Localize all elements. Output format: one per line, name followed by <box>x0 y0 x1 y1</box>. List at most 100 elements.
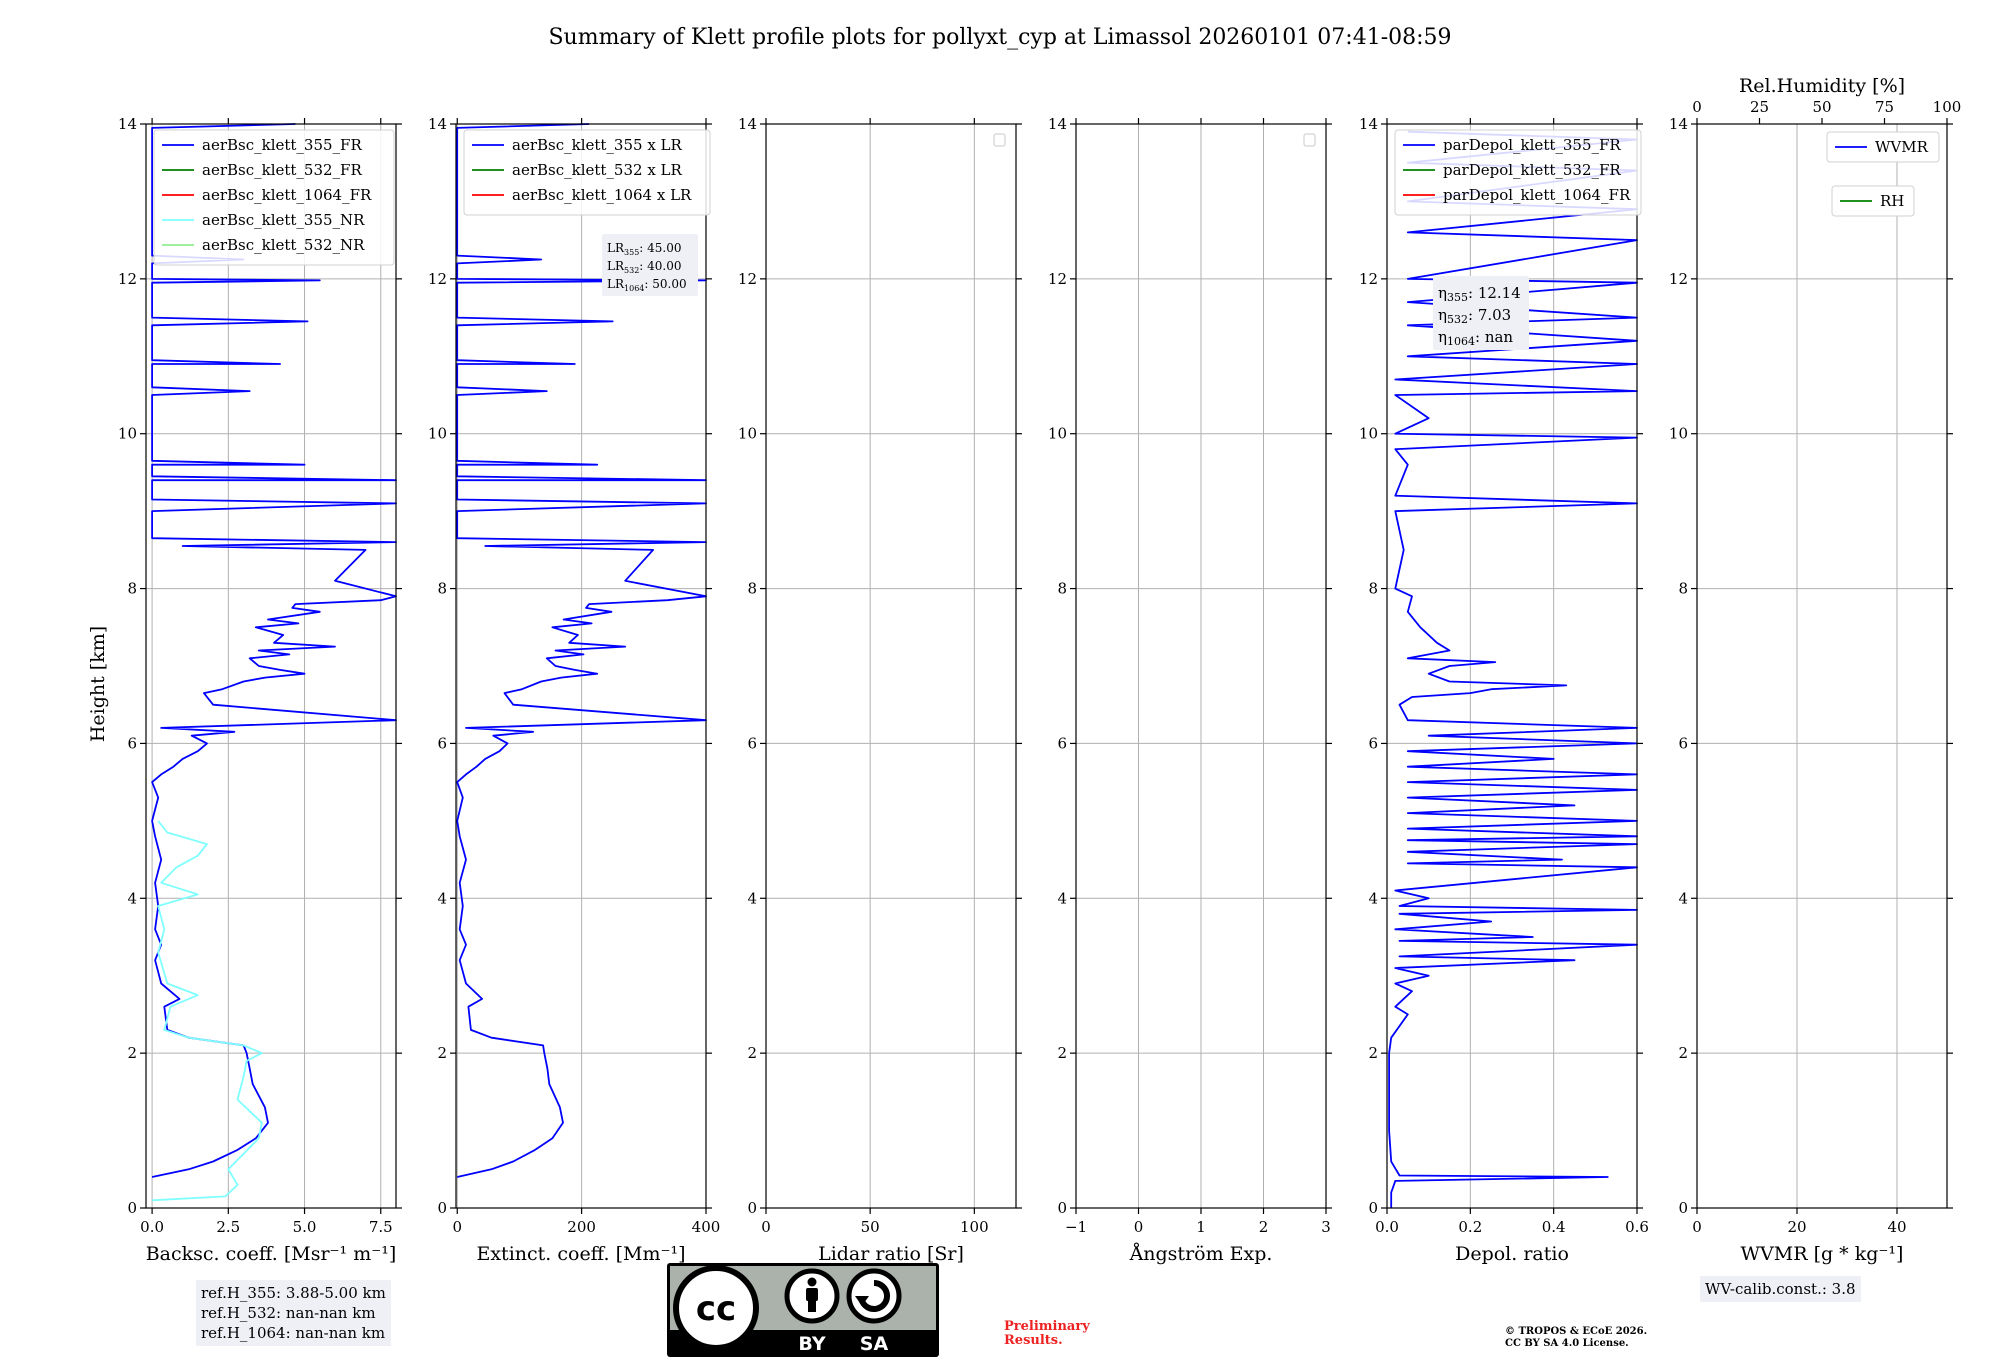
ref-h-355: ref.H_355: 3.88-5.00 km <box>201 1284 386 1302</box>
y-tick-label-4: 8 <box>127 580 137 598</box>
y-tick-label-5: 10 <box>738 425 757 443</box>
y-tick-label-0: 0 <box>1057 1199 1067 1217</box>
y-tick-label-6: 12 <box>1048 270 1067 288</box>
y-tick-label-4: 8 <box>747 580 757 598</box>
x-tick-label-1: 2.5 <box>216 1218 240 1236</box>
x-tick-label-0: 0.0 <box>1375 1218 1399 1236</box>
top-tick-label-3: 75 <box>1875 98 1894 116</box>
annotation-dep-1: η532: 7.03 <box>1438 306 1511 326</box>
copyright-line-2: CC BY SA 4.0 License. <box>1505 1338 1629 1349</box>
preliminary-results-note: Preliminary Results. <box>1004 1320 1090 1348</box>
axes-frame-wv <box>1696 123 1948 1209</box>
panel-bsc: 0.0 2.5 5.0 7.5 0 2 4 6 8 10 12 14 Backsc. coeff. [M… <box>118 115 402 1265</box>
legend-label-0: WVMR <box>1875 138 1929 156</box>
top-axis-label: Rel.Humidity [%] <box>1739 75 1905 97</box>
y-tick-label-3: 6 <box>747 734 757 752</box>
legend-box-dep <box>1394 129 1642 216</box>
x-axis-label-bsc: Backsc. coeff. [Msr⁻¹ m⁻¹] <box>146 1243 397 1265</box>
x-tick-label-0: −1 <box>1065 1218 1087 1236</box>
y-tick-label-0: 0 <box>1678 1199 1688 1217</box>
x-tick-label-2: 1 <box>1196 1218 1206 1236</box>
by-label: BY <box>798 1333 825 1355</box>
y-tick-label-7: 14 <box>428 115 447 133</box>
x-tick-label-2: 5.0 <box>293 1218 317 1236</box>
legend-box-bsc <box>153 129 395 266</box>
y-axis-label: Height [km] <box>87 626 109 742</box>
y-tick-label-0: 0 <box>127 1199 137 1217</box>
y-tick-label-6: 12 <box>738 270 757 288</box>
y-tick-label-3: 6 <box>1678 734 1688 752</box>
y-tick-label-5: 10 <box>1359 425 1378 443</box>
series-bsc-1 <box>152 820 263 1202</box>
x-tick-label-3: 7.5 <box>369 1218 393 1236</box>
ref-h-1064: ref.H_1064: nan-nan km <box>201 1324 386 1342</box>
x-tick-label-0: 0 <box>1692 1218 1702 1236</box>
top-tick-label-0: 0 <box>1692 98 1702 116</box>
x-axis-label-lr: Lidar ratio [Sr] <box>818 1243 964 1265</box>
legend-label-1: RH <box>1880 192 1904 210</box>
figure-title: Summary of Klett profile plots for polly… <box>548 25 1451 50</box>
panel-dep: 0.0 0.2 0.4 0.6 0 2 4 6 8 10 12 14 Depol. ratio parDe… <box>1359 115 1649 1265</box>
axes-frame-dep <box>1386 123 1638 1209</box>
x-tick-label-3: 2 <box>1259 1218 1269 1236</box>
sa-label: SA <box>860 1333 889 1355</box>
legend-label-bsc-3: aerBsc_klett_355_NR <box>202 211 365 229</box>
y-tick-label-4: 8 <box>1678 580 1688 598</box>
y-tick-label-1: 2 <box>437 1044 447 1062</box>
empty-legend-ae <box>1303 133 1316 147</box>
x-tick-label-0: 0 <box>452 1218 462 1236</box>
legend-label-bsc-2: aerBsc_klett_1064_FR <box>202 186 372 204</box>
y-tick-label-2: 4 <box>1057 889 1067 907</box>
x-axis-label-wv: WVMR [g * kg⁻¹] <box>1741 1243 1904 1265</box>
axes-frame-lr <box>765 123 1017 1209</box>
top-tick-label-1: 25 <box>1750 98 1769 116</box>
cc-letters: cc <box>696 1289 736 1329</box>
series-ext-0 <box>456 123 707 1178</box>
wv-calib-note: WV-calib.const.: 3.8 <box>1700 1276 1861 1302</box>
y-tick-label-2: 4 <box>747 889 757 907</box>
y-tick-label-5: 10 <box>1669 425 1688 443</box>
annotation-ext-1: LR532: 40.00 <box>607 259 682 275</box>
y-tick-label-0: 0 <box>1368 1199 1378 1217</box>
x-tick-label-3: 0.6 <box>1625 1218 1649 1236</box>
y-tick-label-5: 10 <box>118 425 137 443</box>
y-tick-label-5: 10 <box>1048 425 1067 443</box>
y-tick-label-5: 10 <box>428 425 447 443</box>
x-axis-label-ae: Ångström Exp. <box>1129 1243 1273 1265</box>
y-tick-label-3: 6 <box>127 734 137 752</box>
legend-label-dep-2: parDepol_klett_1064_FR <box>1443 186 1631 204</box>
empty-legend-lr <box>993 133 1006 147</box>
y-tick-label-7: 14 <box>1359 115 1378 133</box>
axes-frame-bsc <box>145 123 397 1209</box>
x-tick-label-0: 0 <box>761 1218 771 1236</box>
annotation-ext-0: LR355: 45.00 <box>607 241 682 257</box>
annotation-box-dep <box>1433 276 1529 350</box>
y-tick-label-3: 6 <box>1057 734 1067 752</box>
x-tick-label-1: 200 <box>567 1218 596 1236</box>
legend-label-ext-1: aerBsc_klett_532 x LR <box>512 161 683 179</box>
y-tick-label-4: 8 <box>1368 580 1378 598</box>
y-tick-label-7: 14 <box>1669 115 1688 133</box>
y-tick-label-6: 12 <box>118 270 137 288</box>
y-tick-label-1: 2 <box>1368 1044 1378 1062</box>
copyright-line-1: © TROPOS & ECoE 2026. <box>1505 1326 1648 1337</box>
y-tick-label-2: 4 <box>1368 889 1378 907</box>
legend-box-0 <box>1826 131 1940 163</box>
y-tick-label-6: 12 <box>1669 270 1688 288</box>
ref-h-532: ref.H_532: nan-nan km <box>201 1304 376 1322</box>
ref-heights-note: ref.H_355: 3.88-5.00 km ref.H_532: nan-n… <box>196 1280 391 1346</box>
annotation-ext-2: LR1064: 50.00 <box>607 277 687 293</box>
axes-frame-ext <box>455 123 707 1209</box>
x-tick-label-2: 100 <box>960 1218 989 1236</box>
y-tick-label-3: 6 <box>437 734 447 752</box>
legend-label-ext-0: aerBsc_klett_355 x LR <box>512 136 683 154</box>
x-axis-label-dep: Depol. ratio <box>1455 1243 1569 1265</box>
x-tick-label-0: 0.0 <box>140 1218 164 1236</box>
x-tick-label-2: 0.4 <box>1542 1218 1566 1236</box>
y-tick-label-2: 4 <box>437 889 447 907</box>
cc-by-sa-logo: cc BY SA <box>667 1263 939 1357</box>
y-tick-label-7: 14 <box>118 115 137 133</box>
y-tick-label-2: 4 <box>127 889 137 907</box>
